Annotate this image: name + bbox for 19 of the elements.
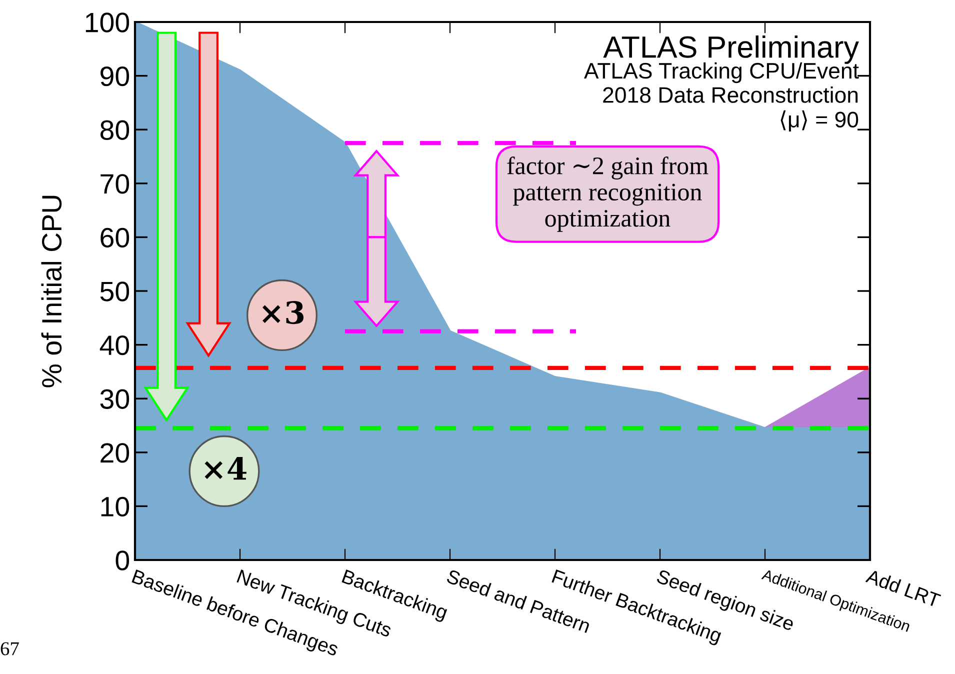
annotation: ×4 — [204, 456, 246, 480]
y-tick-label: 10 — [101, 496, 130, 517]
y-tick-label: 80 — [100, 120, 130, 140]
annotation: factor ∼2 gain from pattern recognition optimization — [507, 156, 708, 232]
y-tick-label: 20 — [100, 443, 130, 463]
y-tick-label: 100 — [86, 12, 130, 32]
annotation: 2018 Data Reconstruction — [603, 86, 858, 103]
y-tick-label: 60 — [100, 228, 130, 248]
y-tick-label: 70 — [100, 174, 130, 194]
y-axis-title: % of Initial CPU — [41, 196, 62, 388]
y-tick-label: 30 — [100, 389, 130, 409]
y-tick-label: 0 — [116, 550, 130, 570]
annotation: ⟨μ⟩ = 90 — [780, 110, 858, 132]
y-tick-label: 90 — [100, 66, 130, 86]
text: 67 — [0, 642, 19, 656]
annotation: ATLAS Tracking CPU/Event — [584, 62, 859, 84]
annotation: ×3 — [262, 300, 304, 324]
y-tick-label: 40 — [100, 335, 130, 356]
y-tick-label: 50 — [100, 282, 130, 302]
